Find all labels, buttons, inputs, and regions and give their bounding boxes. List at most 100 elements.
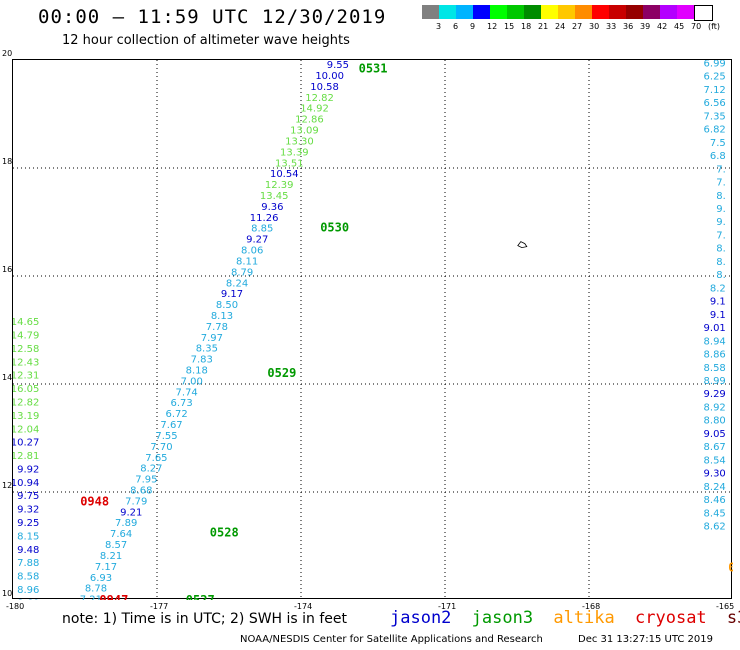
wave-height-label: 13.30	[285, 136, 314, 147]
lon-tick-label: -174	[294, 602, 313, 611]
wave-height-label: 12.81	[13, 451, 39, 462]
sat-jason2: jason2	[390, 608, 452, 628]
wave-height-label: 8.35	[196, 344, 218, 355]
lat-tick-label: 12	[2, 481, 13, 490]
legend-label: 36	[623, 22, 634, 31]
legend-label: 12	[487, 22, 498, 31]
wave-height-label: 7.00	[181, 376, 203, 387]
map-panel[interactable]: 9.55 10.00 10.58 12.82 14.92 12.86 13.09 13.30 1…	[12, 59, 733, 600]
legend-swatch	[694, 5, 713, 21]
legend-swatch	[626, 5, 643, 19]
wave-height-label: 7.35	[704, 111, 726, 122]
lat-tick-label: 16	[2, 265, 13, 274]
pass-time-label: 0531	[359, 62, 388, 76]
wave-height-label: 9.55	[327, 60, 349, 71]
wave-height-label: 10.58	[310, 82, 339, 93]
wave-height-label: 7.97	[201, 333, 223, 344]
wave-height-label: 7.83	[191, 355, 213, 366]
island-marker	[517, 241, 528, 249]
wave-height-label: 9.32	[17, 505, 39, 516]
legend-label: 21	[538, 22, 549, 31]
wave-height-label: 14.65	[13, 317, 39, 328]
wave-height-label: 7.78	[206, 322, 228, 333]
legend-swatch	[507, 5, 524, 19]
wave-height-label: 6.56	[704, 98, 726, 109]
legend-swatch	[541, 5, 558, 19]
wave-height-label: 8.	[716, 244, 726, 255]
legend-swatch	[643, 5, 660, 19]
wave-height-label: 10.27	[13, 438, 39, 449]
wave-height-label: 6.25	[704, 72, 726, 83]
lon-tick-label: -168	[582, 602, 601, 611]
legend-label: 42	[657, 22, 668, 31]
wave-height-label: 8.57	[105, 540, 127, 551]
wave-height-label: 8.94	[704, 336, 726, 347]
legend-label: 27	[572, 22, 583, 31]
sat-cryosat: cryosat	[635, 608, 707, 628]
page-title: 00:00 – 11:59 UTC 12/30/2019	[38, 6, 387, 28]
wave-height-label: 8.15	[17, 531, 39, 542]
wave-height-label: 9.01	[704, 323, 726, 334]
legend-swatch	[439, 5, 456, 19]
legend-label: 30	[589, 22, 600, 31]
wave-height-label: 8.62	[704, 522, 726, 533]
wave-height-label: 7.	[716, 230, 726, 241]
wave-height-label: 7.55	[155, 431, 177, 442]
wave-height-label: 8.78	[85, 584, 107, 595]
pass-time-label: 0529	[267, 366, 296, 380]
wave-height-label: 9.27	[246, 235, 268, 246]
lat-tick-label: 14	[2, 373, 13, 382]
legend-swatch	[422, 5, 439, 19]
legend-swatch	[524, 5, 541, 19]
wave-height-label: 16.05	[13, 384, 39, 395]
wave-height-label: 8.79	[231, 267, 253, 278]
wave-height-label: 13.45	[260, 191, 289, 202]
wave-height-label: 6.93	[90, 573, 112, 584]
legend-label: 24	[555, 22, 566, 31]
wave-height-label: 8.27	[140, 464, 162, 475]
wave-height-label: 8.80	[704, 416, 726, 427]
wave-height-label: 8.92	[704, 402, 726, 413]
legend-swatch	[592, 5, 609, 19]
legend-swatch	[456, 5, 473, 19]
wave-height-label: 7.67	[160, 420, 182, 431]
map-plot[interactable]: 9.5510.0010.5812.8214.9212.8613.0913.301…	[13, 60, 733, 600]
wave-height-label: 9.17	[221, 289, 243, 300]
wave-height-label: 9.1	[710, 297, 726, 308]
credit-line: NOAA/NESDIS Center for Satellite Applica…	[240, 634, 543, 645]
pass-time-label: 0530	[320, 220, 349, 234]
color-scale-legend	[422, 5, 713, 21]
legend-swatch	[609, 5, 626, 19]
lon-tick-label: -180	[6, 602, 25, 611]
legend-label: 15	[504, 22, 515, 31]
wave-height-label: 7.70	[150, 442, 172, 453]
pass-time-label: 050	[728, 561, 733, 575]
wave-height-label: 9.21	[120, 507, 142, 518]
wave-height-label: 13.39	[280, 147, 309, 158]
wave-height-label: 13.09	[290, 126, 319, 137]
wave-height-label: 11.26	[250, 213, 279, 224]
wave-height-label: 8.68	[130, 486, 152, 497]
sat-s3a: s3a	[726, 608, 740, 628]
wave-height-label: 7.	[716, 178, 726, 189]
legend-swatch	[677, 5, 694, 19]
legend-label: 39	[640, 22, 651, 31]
wave-height-label: 8.60	[17, 598, 39, 600]
wave-height-label: 7.	[716, 164, 726, 175]
wave-height-label: 6.99	[704, 60, 726, 69]
wave-height-label: 8.24	[226, 278, 248, 289]
pass-time-label: 0528	[210, 526, 239, 540]
wave-height-label: 9.05	[704, 429, 726, 440]
wave-height-label: 14.79	[13, 331, 39, 342]
wave-height-label: 9.	[716, 204, 726, 215]
wave-height-label: 7.89	[115, 518, 137, 529]
wave-height-label: 12.39	[265, 180, 294, 191]
wave-height-label: 7.74	[176, 387, 198, 398]
wave-height-label: 7.17	[95, 562, 117, 573]
wave-height-label: 8.45	[704, 508, 726, 519]
lon-tick-label: -165	[716, 602, 735, 611]
wave-height-label: 7.64	[110, 529, 132, 540]
wave-height-label: 8.11	[236, 256, 258, 267]
wave-height-label: 12.43	[13, 357, 39, 368]
wave-height-label: 10.00	[315, 71, 344, 82]
